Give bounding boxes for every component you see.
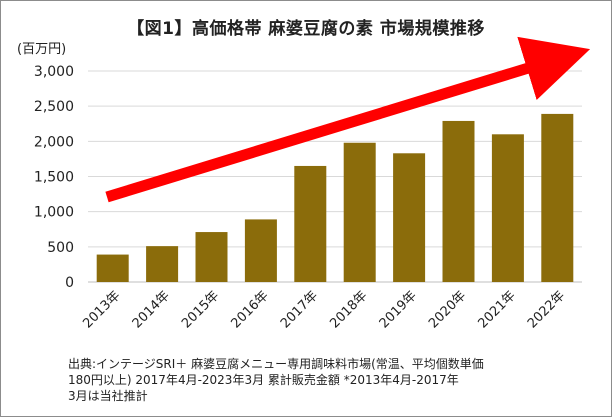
y-tick-label: 1,500: [34, 170, 74, 186]
bar: [343, 142, 376, 282]
y-tick-label: 1,000: [34, 205, 74, 221]
bar: [541, 113, 574, 282]
y-tick-label: 500: [47, 240, 74, 256]
bar: [195, 232, 228, 282]
source-line-2: 180円以上) 2017年4月-2023年3月 累計販売金額 *2013年4月-…: [68, 373, 459, 387]
bar: [146, 246, 179, 282]
source-line-1: 出典:インテージSRI＋ 麻婆豆腐メニュー専用調味料市場(常温、平均個数単価: [68, 357, 484, 371]
bar: [442, 120, 475, 282]
x-axis-ticks: 2013年 2014年 2015年 2016年 2017年 2018年 2019年 2020年…: [80, 288, 568, 331]
bar: [96, 254, 129, 282]
y-axis-unit-label: (百万円): [17, 42, 67, 57]
x-tick-label: 2019年: [377, 288, 420, 331]
trend-arrow: [105, 36, 591, 203]
y-axis-ticks: 0 500 1,000 1,500 2,000 2,500 3,000: [34, 64, 74, 291]
x-tick-label: 2017年: [278, 288, 321, 331]
bar: [491, 134, 524, 282]
x-tick-label: 2022年: [525, 288, 568, 331]
bar: [294, 165, 327, 282]
bars: [96, 113, 574, 282]
x-tick-label: 2015年: [179, 288, 222, 331]
chart-title: 【図1】高価格帯 麻婆豆腐の素 市場規模推移: [127, 19, 485, 39]
source-line-3: 3月は当社推計: [68, 389, 148, 403]
x-tick-label: 2021年: [476, 288, 519, 331]
x-tick-label: 2016年: [229, 288, 272, 331]
y-tick-label: 2,000: [34, 134, 74, 150]
bar: [244, 219, 277, 282]
x-tick-label: 2013年: [80, 288, 123, 331]
y-tick-label: 3,000: [34, 64, 74, 80]
y-tick-label: 0: [65, 275, 74, 291]
x-tick-label: 2014年: [130, 288, 173, 331]
source-note: 出典:インテージSRI＋ 麻婆豆腐メニュー専用調味料市場(常温、平均個数単価 1…: [68, 356, 598, 404]
x-tick-label: 2020年: [426, 288, 469, 331]
x-tick-label: 2018年: [327, 288, 370, 331]
y-tick-label: 2,500: [34, 99, 74, 115]
bar: [393, 153, 426, 282]
